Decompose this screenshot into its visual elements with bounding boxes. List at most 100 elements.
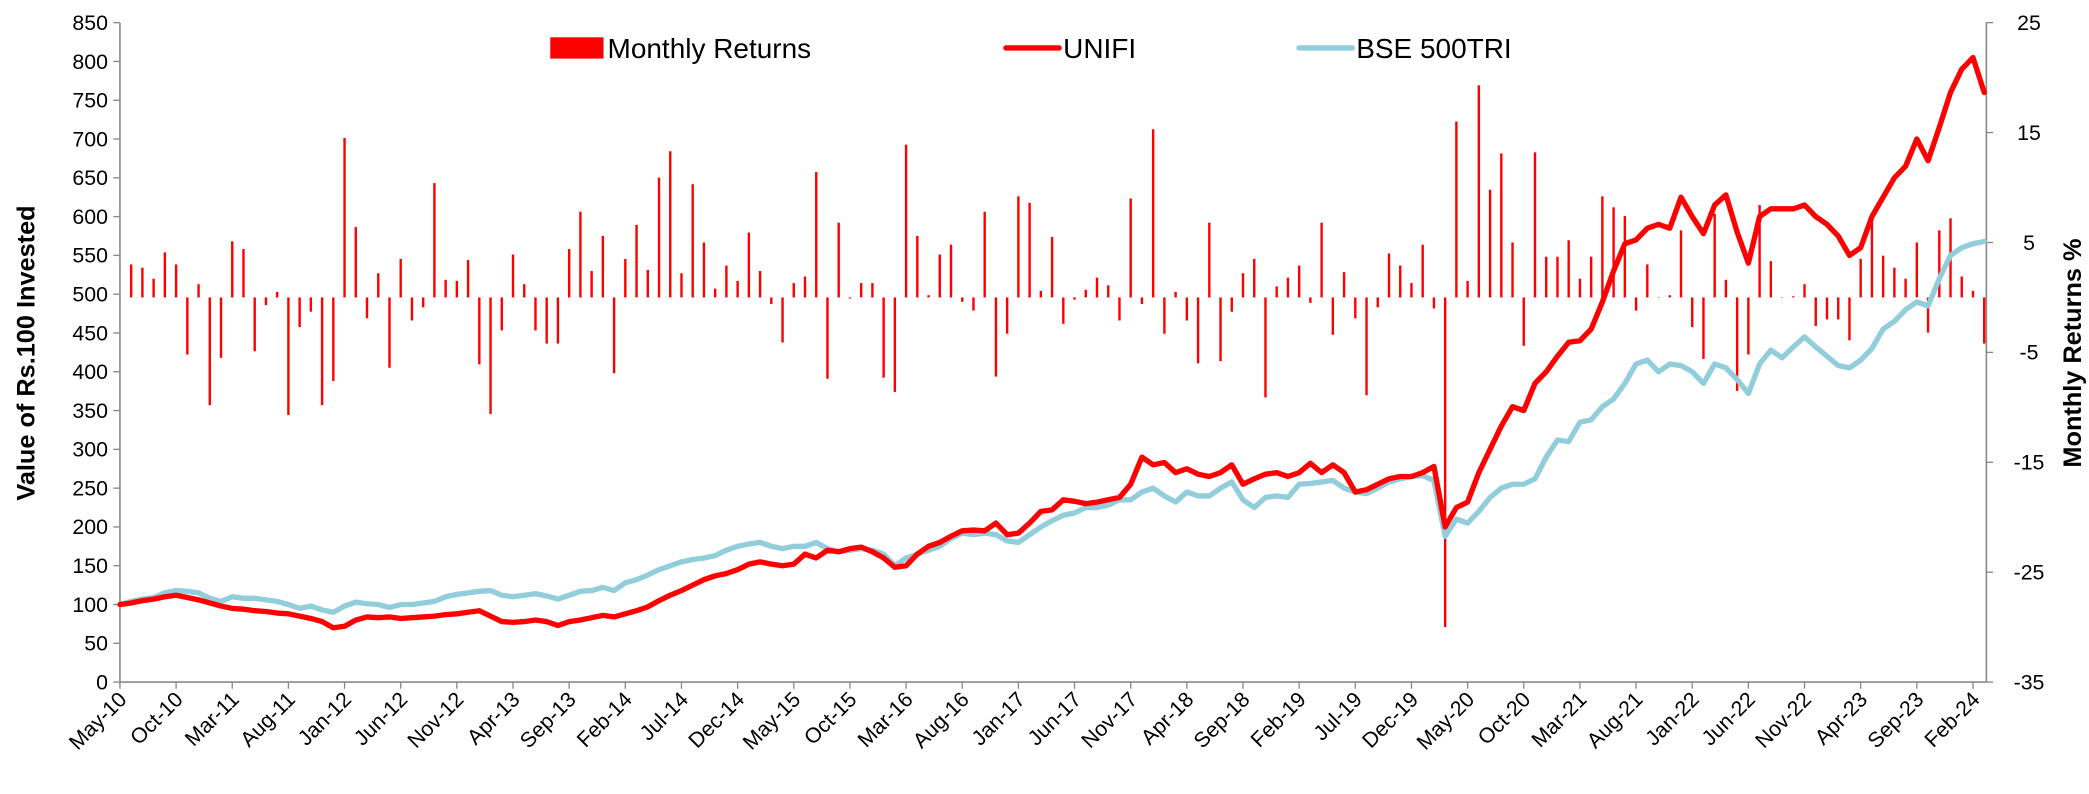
- bar: [1174, 291, 1177, 298]
- bar: [1410, 283, 1413, 298]
- bar: [1264, 297, 1267, 398]
- bar: [1724, 279, 1728, 298]
- x-tick-label: Aug-21: [1582, 687, 1648, 753]
- bar: [433, 183, 436, 298]
- bar: [1039, 290, 1043, 298]
- bar: [1893, 267, 1896, 298]
- bar: [1017, 196, 1020, 298]
- legend-label: UNIFI: [1063, 33, 1136, 64]
- bar: [1050, 236, 1054, 298]
- bar: [1971, 290, 1975, 298]
- bar: [1556, 256, 1559, 298]
- bar: [1286, 277, 1290, 298]
- y2-tick-label: -15: [2014, 451, 2045, 475]
- bar: [343, 138, 346, 298]
- y2-tick-label: -35: [2014, 670, 2045, 694]
- bar: [231, 241, 234, 298]
- legend-swatch: [550, 37, 604, 59]
- bar: [511, 254, 515, 298]
- bar: [332, 297, 335, 381]
- bar: [1859, 258, 1862, 298]
- x-tick-label: Sep-13: [515, 687, 581, 753]
- bar: [466, 260, 470, 298]
- bar: [421, 297, 425, 308]
- x-tick-label: Jan-22: [1641, 687, 1704, 750]
- y-axis-title: Value of Rs.100 Invested: [13, 205, 41, 500]
- y-tick-label: 600: [72, 205, 108, 229]
- bar: [264, 297, 268, 306]
- bar: [848, 297, 852, 299]
- bar: [1196, 297, 1200, 364]
- x-tick-label: May-20: [1412, 687, 1479, 754]
- bar: [1241, 273, 1245, 298]
- bar: [859, 283, 863, 298]
- bar: [1331, 297, 1335, 335]
- bar: [961, 297, 964, 302]
- bar: [657, 177, 661, 298]
- bar: [781, 297, 784, 343]
- bar: [1163, 297, 1166, 334]
- bar: [882, 297, 885, 378]
- bar: [545, 297, 548, 344]
- bar: [1219, 297, 1222, 362]
- bar: [1837, 297, 1840, 320]
- bar: [377, 273, 380, 298]
- bar: [1522, 297, 1525, 346]
- bar: [186, 297, 189, 355]
- bar: [1005, 297, 1009, 334]
- bar: [725, 265, 728, 298]
- x-tick-label: Jan-12: [293, 687, 356, 750]
- bar: [1792, 296, 1795, 298]
- bar: [624, 258, 627, 298]
- bar: [1735, 297, 1739, 391]
- bar: [994, 297, 998, 377]
- bar: [556, 297, 560, 344]
- y-tick-label: 100: [72, 593, 108, 617]
- bar: [1758, 205, 1761, 298]
- bar: [478, 297, 481, 365]
- bar: [1129, 198, 1132, 298]
- y-tick-label: 550: [72, 244, 108, 268]
- y-tick-label: 250: [72, 476, 108, 500]
- bar: [444, 279, 447, 298]
- bar: [163, 252, 167, 298]
- bar: [893, 297, 897, 392]
- bar: [141, 267, 144, 298]
- bar: [1230, 297, 1233, 312]
- bar: [534, 297, 537, 331]
- bar: [1342, 272, 1346, 298]
- bar: [567, 249, 571, 298]
- bar: [174, 264, 178, 298]
- y2-tick-label: -25: [2014, 561, 2045, 585]
- bar: [612, 297, 616, 374]
- bar: [1500, 153, 1503, 298]
- bar: [399, 258, 402, 298]
- bar: [500, 297, 503, 331]
- y-tick-label: 50: [84, 632, 108, 656]
- bar: [1028, 202, 1031, 298]
- bar: [635, 224, 638, 298]
- bar: [1545, 256, 1548, 298]
- x-tick-label: Mar-16: [853, 687, 918, 752]
- bar: [972, 297, 975, 311]
- x-tick-label: Dec-19: [1357, 687, 1423, 753]
- x-tick-label: Feb-19: [1246, 687, 1311, 752]
- bar: [208, 297, 211, 406]
- y-tick-label: 150: [72, 554, 108, 578]
- bar: [1466, 280, 1469, 298]
- x-tick-label: Mar-21: [1527, 687, 1592, 752]
- bar: [1713, 213, 1716, 298]
- line-series: [117, 238, 1987, 615]
- bar: [904, 144, 908, 298]
- bar: [669, 151, 672, 298]
- bar: [1140, 297, 1144, 305]
- x-tick-label: Aug-11: [236, 687, 300, 751]
- x-tick-label: Nov-22: [1751, 687, 1817, 753]
- bar: [927, 295, 930, 298]
- x-tick-label: Mar-11: [180, 687, 244, 751]
- y2-axis-title: Monthly Returns %: [2059, 238, 2087, 467]
- line-series: [117, 54, 1987, 631]
- bar: [152, 278, 155, 298]
- bar: [298, 297, 301, 328]
- bar: [1488, 189, 1492, 298]
